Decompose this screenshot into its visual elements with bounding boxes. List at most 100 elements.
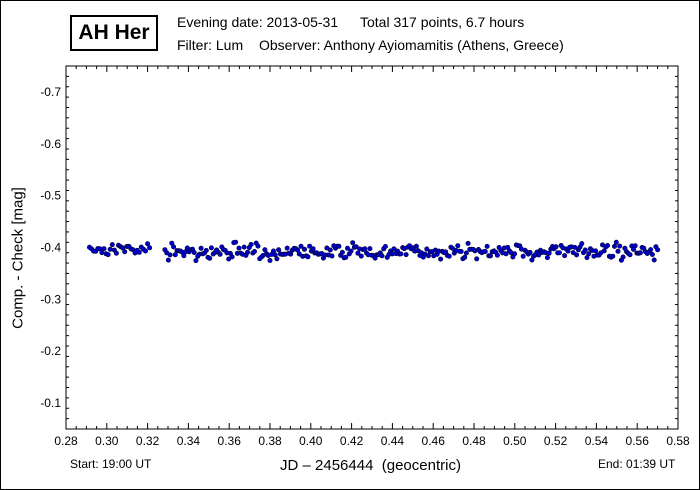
data-point <box>379 253 385 259</box>
data-point <box>601 248 607 254</box>
data-point <box>358 253 364 259</box>
data-point <box>136 249 142 255</box>
data-point <box>344 245 350 251</box>
data-point <box>307 243 313 249</box>
data-point <box>512 251 518 257</box>
data-point <box>627 252 633 258</box>
observer-label: Observer: Anthony Ayiomamitis (Athens, G… <box>259 37 564 53</box>
data-point <box>520 253 526 259</box>
data-point <box>105 252 111 258</box>
data-point <box>562 253 568 259</box>
data-point <box>217 251 223 257</box>
y-tick-label: -0.5 <box>40 189 61 203</box>
x-tick-label: 0.36 <box>218 434 242 448</box>
x-tick-label: 0.42 <box>340 434 364 448</box>
data-point <box>617 243 623 249</box>
data-point <box>355 250 361 256</box>
data-point <box>339 249 345 255</box>
data-point <box>611 243 617 249</box>
data-point <box>655 247 661 253</box>
data-point <box>648 247 654 253</box>
data-point <box>582 247 588 253</box>
data-point <box>367 246 373 252</box>
data-point <box>310 246 316 252</box>
data-point <box>276 247 282 253</box>
data-point <box>446 253 452 259</box>
data-point <box>413 243 419 249</box>
data-point <box>329 253 335 259</box>
end-time: End: 01:39 UT <box>598 457 676 471</box>
data-point <box>593 248 599 254</box>
data-point <box>147 245 153 251</box>
data-point <box>191 250 197 256</box>
data-point <box>255 243 261 249</box>
data-point <box>113 250 119 256</box>
data-point <box>327 247 333 253</box>
data-point <box>122 249 128 255</box>
data-point <box>171 244 177 250</box>
data-point <box>465 240 471 246</box>
data-point <box>107 246 113 252</box>
data-point <box>494 252 500 258</box>
y-tick-label: -0.3 <box>40 292 61 306</box>
data-point <box>353 244 359 250</box>
x-tick-label: 0.34 <box>177 434 201 448</box>
data-point <box>574 252 580 258</box>
x-tick-label: 0.40 <box>299 434 323 448</box>
x-tick-label: 0.30 <box>95 434 119 448</box>
x-tick-label: 0.28 <box>54 434 78 448</box>
x-tick-label: 0.46 <box>422 434 446 448</box>
data-point <box>620 254 626 260</box>
data-point <box>362 246 368 252</box>
data-point <box>229 254 235 260</box>
data-point <box>615 248 621 254</box>
data-point <box>556 250 562 256</box>
data-point <box>267 257 273 263</box>
data-point <box>553 244 559 250</box>
data-point <box>536 252 542 258</box>
data-point <box>252 249 258 255</box>
data-point <box>455 243 461 249</box>
y-tick-label: -0.4 <box>40 241 61 255</box>
data-point <box>248 242 254 248</box>
data-point <box>233 239 239 245</box>
data-point <box>632 243 638 249</box>
total-points: Total 317 points, 6.7 hours <box>360 14 525 30</box>
data-point <box>143 248 149 254</box>
data-point <box>546 250 552 256</box>
evening-date: Evening date: 2013-05-31 <box>177 14 339 30</box>
data-point <box>274 256 280 262</box>
star-name-box: AH Her <box>70 15 158 51</box>
x-tick-label: 0.52 <box>544 434 568 448</box>
data-point <box>474 256 480 262</box>
data-point <box>348 248 354 254</box>
data-point <box>305 254 311 260</box>
data-point <box>487 253 493 259</box>
x-tick-label: 0.48 <box>462 434 486 448</box>
data-point <box>649 252 655 258</box>
x-tick-label: 0.54 <box>585 434 609 448</box>
data-point <box>145 241 151 247</box>
data-point <box>484 243 490 249</box>
data-point <box>462 254 468 260</box>
data-point <box>198 245 204 251</box>
data-point <box>527 250 533 256</box>
data-point <box>101 246 107 252</box>
data-point <box>350 240 356 246</box>
data-point <box>336 243 342 249</box>
data-point <box>438 256 444 262</box>
data-point <box>458 249 464 255</box>
y-tick-label: -0.7 <box>40 85 61 99</box>
y-tick-label: -0.1 <box>40 396 61 410</box>
data-point <box>610 253 616 259</box>
data-point <box>241 244 247 250</box>
data-point <box>165 257 171 263</box>
data-point <box>207 255 213 261</box>
data-point <box>651 257 657 263</box>
x-tick-label: 0.56 <box>626 434 650 448</box>
y-axis-label: Comp. - Check [mag] <box>9 187 27 329</box>
data-point <box>193 258 199 264</box>
data-point <box>637 250 643 256</box>
data-point <box>570 250 576 256</box>
